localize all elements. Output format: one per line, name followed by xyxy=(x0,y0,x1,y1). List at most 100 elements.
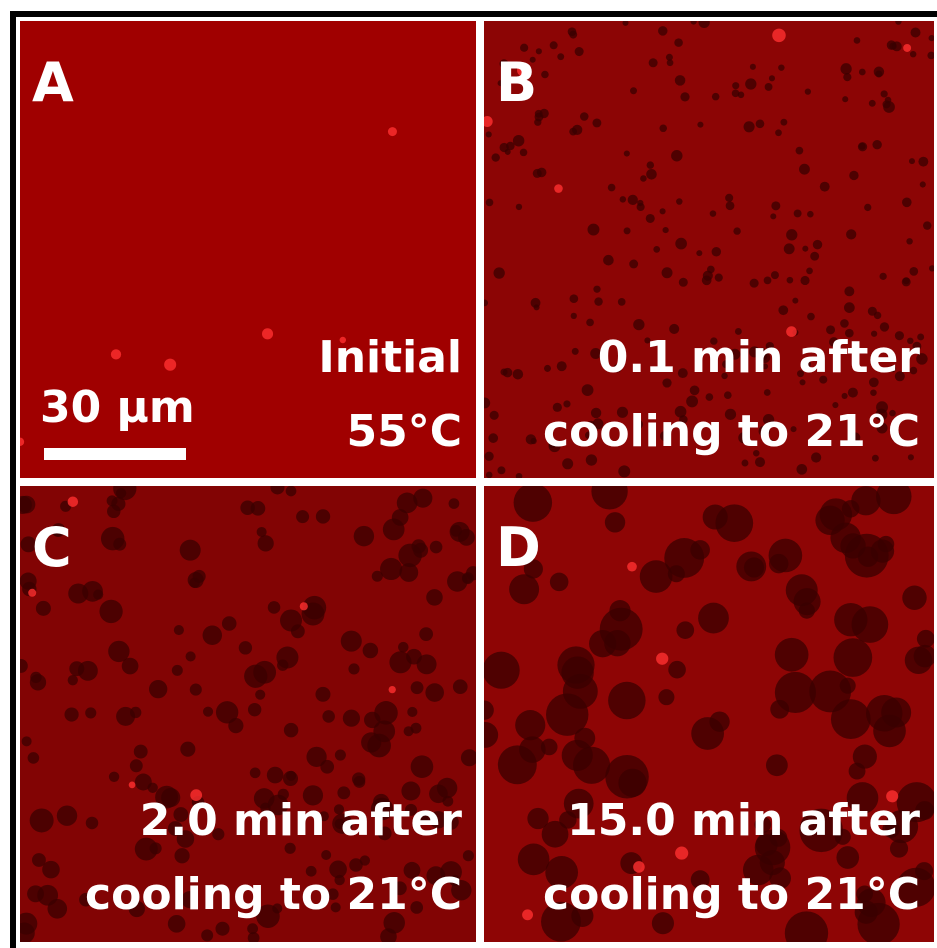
droplet xyxy=(186,651,196,661)
droplet xyxy=(407,707,417,717)
droplet xyxy=(807,313,815,321)
droplet xyxy=(765,83,773,91)
droplet xyxy=(624,150,630,156)
droplet xyxy=(116,488,126,498)
droplet xyxy=(594,297,602,305)
droplet xyxy=(341,631,362,652)
droplet xyxy=(800,276,809,285)
droplet xyxy=(463,850,474,861)
droplet xyxy=(36,601,51,616)
droplet xyxy=(48,899,68,919)
droplet xyxy=(840,319,849,328)
droplet xyxy=(519,736,545,762)
droplet xyxy=(348,663,359,674)
droplet xyxy=(488,433,498,443)
droplet xyxy=(775,638,809,672)
droplet xyxy=(201,929,213,941)
droplet xyxy=(335,750,346,761)
droplet xyxy=(873,715,906,748)
droplet xyxy=(222,616,237,631)
droplet xyxy=(497,466,505,474)
droplet xyxy=(864,204,871,211)
droplet xyxy=(742,460,749,467)
droplet xyxy=(563,674,598,709)
droplet xyxy=(910,51,916,57)
bright-spot xyxy=(627,562,637,572)
bright-spot xyxy=(389,686,396,693)
droplet xyxy=(383,519,405,541)
droplet xyxy=(786,229,797,240)
droplet xyxy=(492,153,500,161)
droplet xyxy=(732,90,740,98)
droplet xyxy=(666,54,673,61)
droplet xyxy=(608,682,646,720)
droplet xyxy=(726,201,735,210)
droplet xyxy=(490,411,499,420)
droplet xyxy=(447,571,467,591)
bright-spot xyxy=(772,29,786,43)
droplet xyxy=(852,606,889,643)
droplet xyxy=(660,208,666,214)
droplet xyxy=(426,589,443,606)
droplet xyxy=(869,100,876,107)
droplet xyxy=(820,182,830,192)
bright-spot xyxy=(300,602,308,610)
droplet xyxy=(419,627,433,641)
droplet xyxy=(86,817,98,829)
droplet xyxy=(646,169,657,180)
droplet xyxy=(28,752,40,764)
bright-spot xyxy=(522,909,533,920)
droplet xyxy=(174,625,184,635)
droplet xyxy=(663,227,669,233)
droplet xyxy=(846,229,856,239)
droplet xyxy=(756,119,765,128)
droplet xyxy=(809,671,851,713)
droplet xyxy=(799,164,810,175)
droplet xyxy=(587,224,599,236)
droplet xyxy=(569,128,577,136)
droplet xyxy=(658,689,674,705)
droplet xyxy=(744,557,764,577)
droplet xyxy=(101,527,124,550)
droplet xyxy=(906,238,912,244)
droplet xyxy=(745,78,756,89)
droplet xyxy=(880,273,887,280)
droplet xyxy=(372,571,383,582)
droplet xyxy=(880,322,889,331)
droplet xyxy=(190,684,202,696)
droplet xyxy=(875,70,882,77)
droplet xyxy=(834,638,873,677)
droplet xyxy=(649,58,658,67)
droplet xyxy=(520,149,528,157)
figure: AInitial55°C30 μmB0.1 min aftercooling t… xyxy=(0,0,937,948)
droplet xyxy=(277,660,288,671)
droplet xyxy=(203,707,213,717)
droplet xyxy=(592,118,601,127)
droplet xyxy=(724,391,732,399)
droplet xyxy=(706,393,714,401)
droplet xyxy=(174,848,189,863)
droplet xyxy=(770,213,776,219)
droplet xyxy=(780,119,787,126)
droplet xyxy=(360,855,370,865)
droplet xyxy=(874,312,881,319)
droplet xyxy=(640,175,647,182)
droplet xyxy=(892,41,902,51)
droplet xyxy=(923,221,931,229)
droplet xyxy=(796,464,807,475)
droplet xyxy=(411,755,434,778)
droplet xyxy=(568,27,577,36)
droplet xyxy=(778,64,784,70)
droplet xyxy=(618,298,626,306)
droplet xyxy=(500,143,509,152)
panel-label: A xyxy=(32,51,74,114)
droplet xyxy=(562,458,573,469)
droplet xyxy=(842,500,860,518)
droplet xyxy=(250,767,261,778)
droplet xyxy=(544,365,551,372)
droplet xyxy=(239,641,252,654)
droplet xyxy=(630,87,637,94)
droplet xyxy=(853,745,877,769)
droplet xyxy=(550,573,569,592)
